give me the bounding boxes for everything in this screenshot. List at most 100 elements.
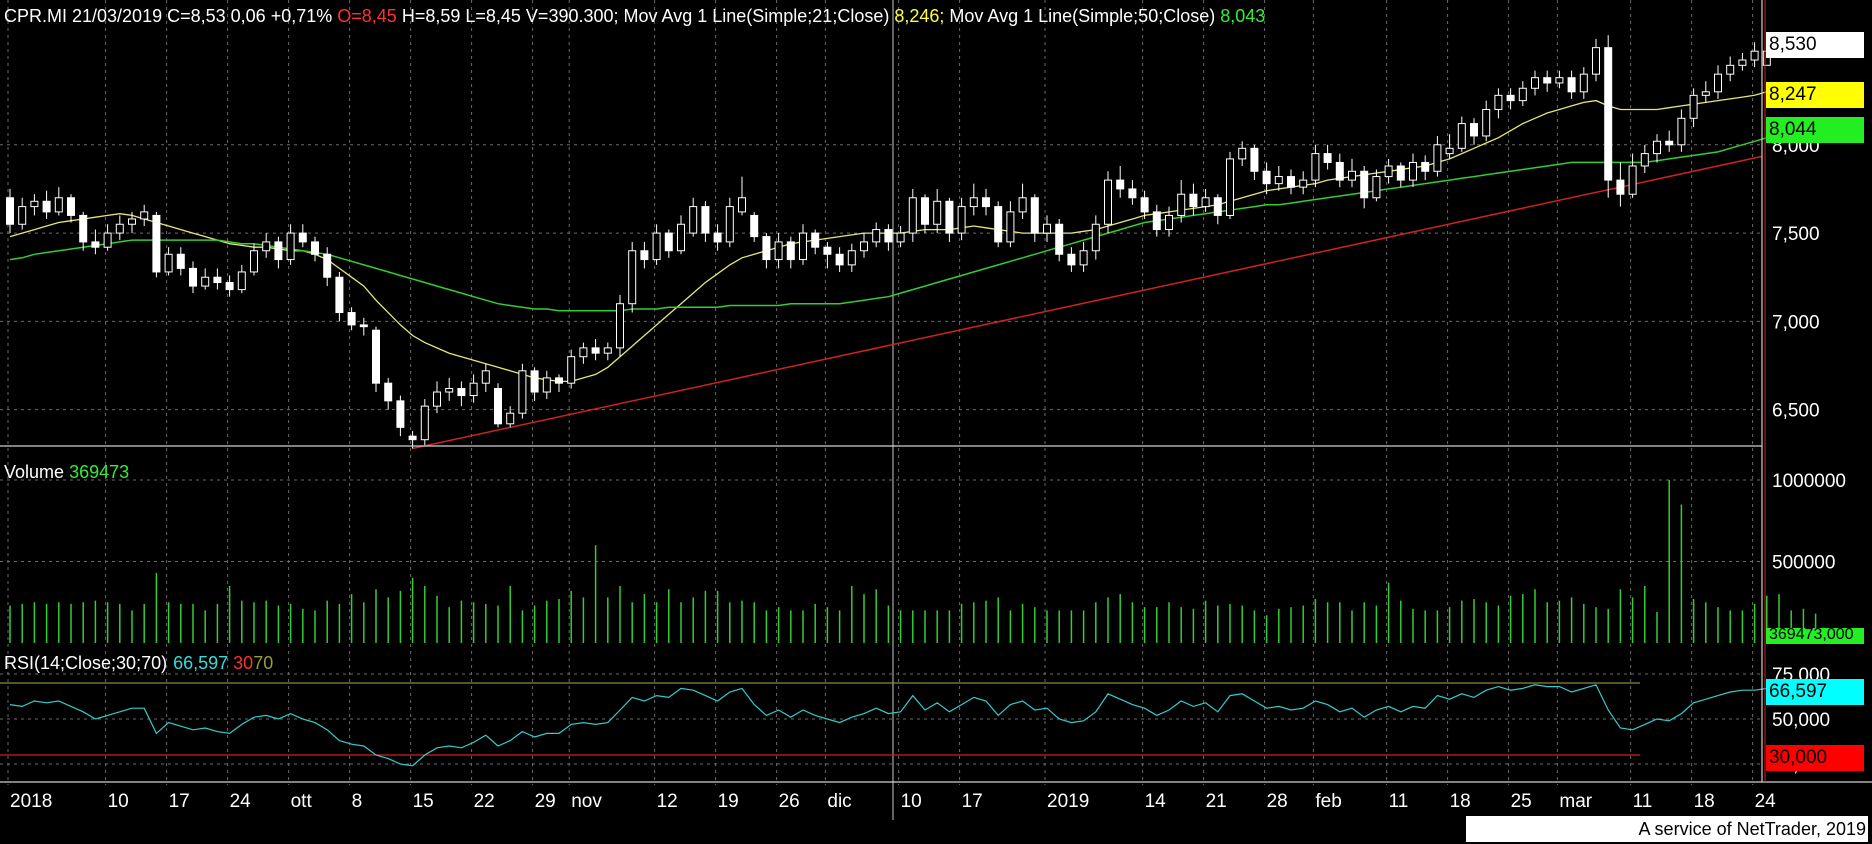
close-text: C=8,53 0,06 +0,71%: [167, 6, 333, 26]
candle-body: [969, 197, 978, 208]
time-tick-label: 22: [474, 791, 495, 812]
time-tick-label: 15: [413, 791, 434, 812]
candle-body: [164, 253, 173, 273]
candle-body: [567, 356, 576, 384]
candle-body: [445, 387, 454, 393]
time-tick-label: 28: [1267, 791, 1288, 812]
candle-body: [1421, 161, 1430, 172]
candle-body: [469, 382, 478, 397]
candle-body: [628, 250, 637, 305]
candle-body: [457, 387, 466, 397]
candle-body: [1152, 211, 1161, 231]
trendline-layer: [412, 155, 1763, 450]
candle-body: [1165, 214, 1173, 231]
candle-body: [713, 232, 722, 243]
time-tick-label: 18: [1450, 791, 1471, 812]
grid-lines: [0, 0, 1762, 820]
candle-body: [1226, 158, 1234, 216]
candle-body: [54, 197, 63, 213]
price-tick-label: 7,000: [1772, 312, 1820, 333]
candle-body: [1567, 77, 1576, 93]
candle-body: [945, 200, 954, 234]
candle-body: [1494, 94, 1503, 110]
candle-body: [994, 206, 1003, 243]
candle-body: [847, 250, 856, 266]
candle-body: [1470, 123, 1478, 137]
candle-body: [1482, 108, 1491, 137]
candle-body: [494, 387, 502, 425]
candle-body: [542, 377, 551, 393]
candle-body: [298, 232, 307, 243]
candle-body: [640, 250, 649, 261]
candle-body: [1653, 140, 1661, 155]
rsi-low: 30: [233, 653, 254, 673]
candle-body: [189, 267, 197, 287]
time-tick-label: 24: [230, 791, 252, 812]
candle-body: [921, 197, 929, 225]
candle-body: [1579, 73, 1588, 93]
candle-body: [201, 276, 210, 287]
candle-body: [1201, 197, 1210, 208]
candle-body: [689, 206, 698, 234]
candle-body: [18, 206, 27, 225]
volume-header: Volume 369473: [4, 462, 129, 482]
candle-body: [1018, 197, 1027, 213]
candle-body: [433, 391, 441, 407]
rsi-tick-label: 50,000: [1772, 710, 1830, 731]
candle-body: [1506, 94, 1515, 102]
price-header: CPR.MI 21/03/2019 C=8,53 0,06 +0,71% O=8…: [4, 6, 1265, 26]
time-tick-label: 8: [352, 791, 363, 812]
candle-body: [1750, 50, 1759, 61]
candle-body: [835, 253, 844, 266]
candle-body: [774, 241, 783, 261]
candle-body: [1177, 193, 1186, 216]
time-tick-label: 11: [1633, 791, 1653, 812]
candle-body: [79, 214, 88, 243]
candle-body: [701, 206, 710, 234]
axis-labels-layer: 6,5007,0007,5008,000100000050000075,0005…: [10, 136, 1846, 812]
ma21-label: Mov Avg 1 Line(Simple;21;Close): [623, 6, 890, 26]
candle-body: [225, 282, 234, 291]
candle-body: [420, 405, 429, 441]
candle-body: [1433, 144, 1442, 172]
candle-body: [1555, 77, 1564, 84]
candle-body: [262, 241, 271, 252]
candle-body: [396, 400, 405, 428]
candle-body: [408, 435, 417, 441]
rsi-layer: [0, 682, 1767, 767]
ma21-value: 8,246;: [894, 6, 945, 26]
candle-body: [1104, 179, 1112, 225]
candle-body: [982, 197, 990, 208]
candle-body: [677, 223, 685, 252]
candle-body: [823, 246, 832, 255]
candle-body: [152, 214, 161, 273]
candle-body: [1518, 87, 1527, 102]
candle-body: [652, 232, 661, 261]
candle-body: [1531, 77, 1539, 89]
time-tick-label: 17: [962, 791, 983, 812]
candle-body: [176, 253, 185, 269]
volume-label: Volume: [4, 462, 65, 482]
candle-body: [1213, 197, 1222, 216]
ma50-label: Mov Avg 1 Line(Simple;50;Close): [949, 6, 1216, 26]
panel-frame: [0, 0, 1872, 783]
candle-body: [1299, 179, 1308, 188]
rsi-label: RSI(14;Close;30;70): [4, 653, 168, 673]
time-tick-label: dic: [827, 791, 851, 812]
candle-body: [323, 253, 332, 278]
candle-body: [616, 303, 624, 349]
candle-body: [603, 347, 612, 354]
candle-body: [933, 200, 942, 225]
support-trendline: [412, 155, 1763, 450]
candle-body: [359, 324, 368, 328]
time-tick-label: 2019: [1047, 791, 1089, 812]
candle-body: [591, 347, 600, 354]
candle-body: [896, 232, 905, 243]
candle-body: [1604, 47, 1613, 181]
candle-body: [1079, 250, 1088, 266]
rsi-badge: 66,597: [1766, 679, 1864, 705]
candle-body: [1335, 161, 1344, 181]
rsi-line: [9, 684, 1767, 767]
candle-body: [872, 229, 881, 243]
candle-body: [1640, 153, 1649, 167]
